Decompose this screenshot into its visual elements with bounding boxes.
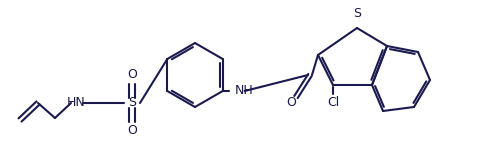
- Text: S: S: [353, 7, 361, 20]
- Text: S: S: [128, 97, 136, 110]
- Text: O: O: [286, 96, 296, 108]
- Text: HN: HN: [66, 97, 86, 110]
- Text: O: O: [127, 124, 137, 138]
- Text: NH: NH: [235, 84, 253, 97]
- Text: O: O: [127, 69, 137, 82]
- Text: Cl: Cl: [327, 97, 339, 110]
